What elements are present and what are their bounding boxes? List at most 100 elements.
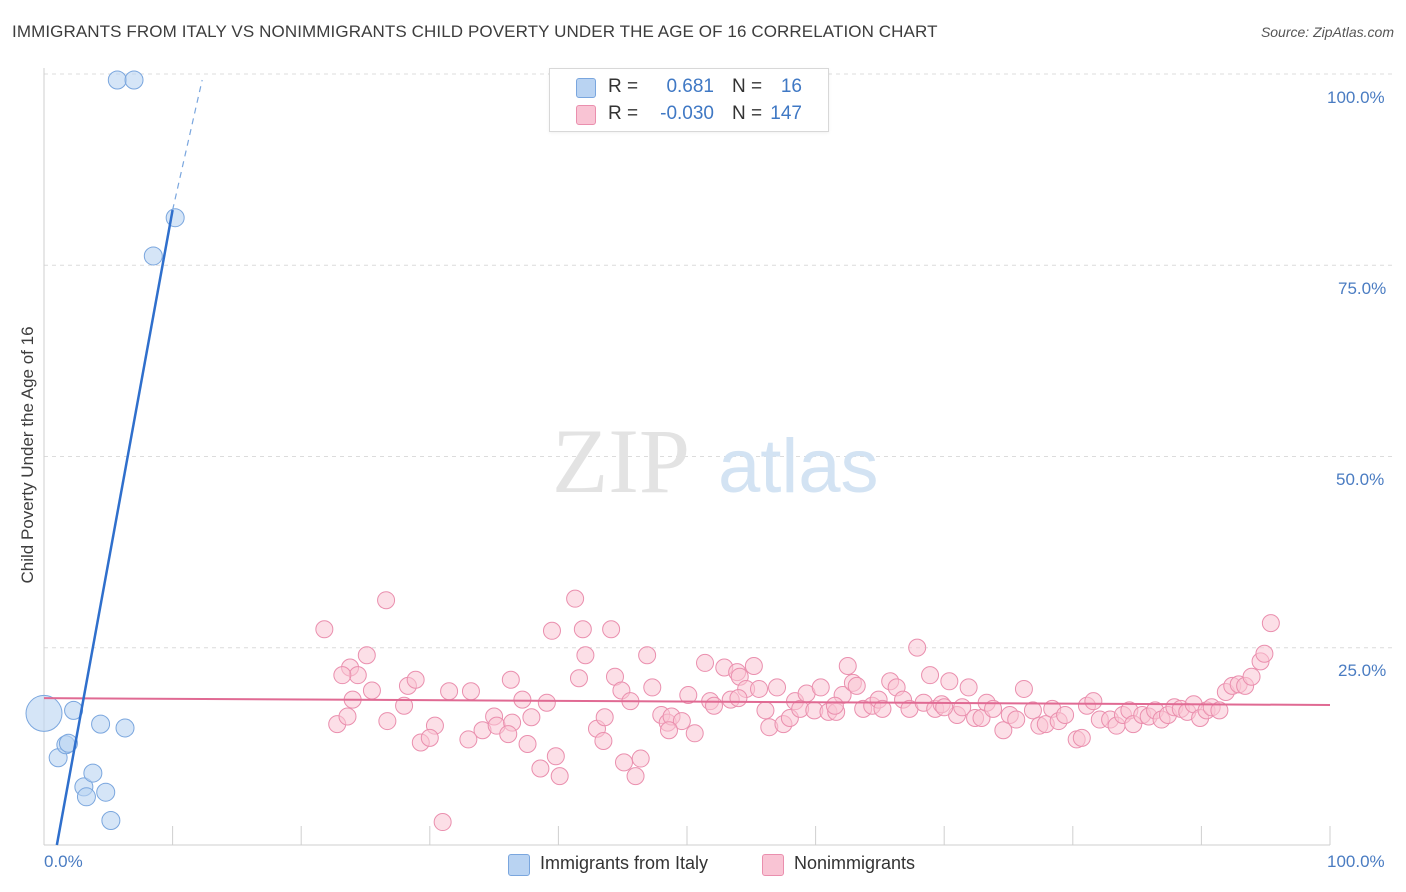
nonimmigrants-point <box>406 670 425 689</box>
nonimmigrants-point <box>659 721 678 740</box>
trendlines <box>43 79 1331 846</box>
legend-n-label: N = <box>732 103 763 124</box>
nonimmigrants-point <box>542 621 561 640</box>
nonimmigrants-point <box>672 712 691 731</box>
nonimmigrants-point <box>729 689 748 708</box>
nonimmigrants-point <box>626 767 645 786</box>
nonimmigrants-point <box>744 656 763 675</box>
nonimmigrants-point <box>537 693 556 712</box>
legend-n-value: 147 <box>770 103 802 124</box>
nonimmigrants-point <box>750 679 769 698</box>
watermark-atlas: atlas <box>718 424 879 509</box>
italy-point <box>143 246 163 266</box>
nonimmigrants-point <box>1014 679 1033 698</box>
nonimmigrants-point <box>921 666 940 685</box>
legend-row-nonimmigrants: R = -0.030 N = 147 <box>550 101 828 127</box>
nonimmigrants-point <box>501 670 520 689</box>
nonimmigrants-point <box>338 707 357 726</box>
nonimmigrants-point <box>1084 692 1103 711</box>
legend-n-label: N = <box>732 76 763 97</box>
nonimmigrants-point <box>595 708 614 727</box>
italy-trendline <box>55 209 174 846</box>
italy-point <box>96 782 116 802</box>
nonimmigrants-point <box>1242 667 1261 686</box>
nonimmigrants-point <box>377 591 396 610</box>
nonimmigrants-point <box>873 699 892 718</box>
nonimmigrants-point <box>811 678 830 697</box>
nonimmigrants-point <box>569 669 588 688</box>
nonimmigrants-point <box>348 666 367 685</box>
nonimmigrants-point <box>679 686 698 705</box>
italy-trendline-extension <box>172 79 203 211</box>
nonimmigrants-points <box>315 589 1280 832</box>
gridlines <box>44 73 1392 649</box>
nonimmigrants-point <box>631 749 650 768</box>
nonimmigrants-point <box>1261 614 1280 633</box>
legend-r-label: R = <box>608 76 639 97</box>
italy-point <box>76 787 96 807</box>
y-tick-75: 75.0% <box>1338 279 1387 298</box>
nonimmigrants-point <box>518 735 537 754</box>
nonimmigrants-point <box>1210 701 1229 720</box>
legend-n-value: 16 <box>780 76 802 97</box>
bottom-legend-swatch-blue <box>508 854 530 876</box>
nonimmigrants-point <box>459 730 478 749</box>
nonimmigrants-point <box>550 767 569 786</box>
italy-point <box>25 694 63 732</box>
italy-point <box>115 718 135 738</box>
y-tick-100: 100.0% <box>1327 88 1385 107</box>
nonimmigrants-point <box>705 696 724 715</box>
nonimmigrants-point <box>1056 705 1075 724</box>
nonimmigrants-point <box>756 701 775 720</box>
nonimmigrants-point <box>594 731 613 750</box>
bottom-legend-label-italy: Immigrants from Italy <box>540 853 709 873</box>
nonimmigrants-point <box>576 646 595 665</box>
legend-r-label: R = <box>608 103 639 124</box>
watermark-zip: ZIP <box>552 410 690 512</box>
nonimmigrants-point <box>1072 728 1091 747</box>
nonimmigrants-point <box>602 620 621 639</box>
nonimmigrants-point <box>908 638 927 657</box>
nonimmigrants-point <box>566 589 585 608</box>
y-tick-50: 50.0% <box>1336 470 1385 489</box>
nonimmigrants-point <box>531 759 550 778</box>
nonimmigrants-point <box>522 708 541 727</box>
nonimmigrants-point <box>768 678 787 697</box>
nonimmigrants-point <box>546 747 565 766</box>
legend-r-value: 0.681 <box>666 76 714 97</box>
y-tick-25: 25.0% <box>1338 661 1387 680</box>
nonimmigrants-point <box>847 676 866 695</box>
nonimmigrants-trendline <box>43 697 1331 707</box>
nonimmigrants-point <box>362 681 381 700</box>
nonimmigrants-point <box>696 653 715 672</box>
correlation-legend: R = 0.681 N = 16 R = -0.030 N = 147 <box>549 68 829 132</box>
italy-point <box>107 70 127 90</box>
nonimmigrants-point <box>461 682 480 701</box>
bottom-legend-swatch-pink <box>762 854 784 876</box>
watermark: ZIP atlas <box>552 410 879 512</box>
x-tick-left: 0.0% <box>44 852 83 871</box>
axes <box>43 68 1331 846</box>
italy-point <box>91 714 111 734</box>
nonimmigrants-point <box>994 721 1013 740</box>
italy-point <box>101 811 121 831</box>
legend-swatch-pink <box>576 105 596 125</box>
italy-point <box>83 763 103 783</box>
nonimmigrants-point <box>838 656 857 675</box>
nonimmigrants-point <box>499 725 518 744</box>
nonimmigrants-point <box>959 678 978 697</box>
nonimmigrants-point <box>333 666 352 685</box>
nonimmigrants-point <box>440 682 459 701</box>
nonimmigrants-point <box>420 728 439 747</box>
nonimmigrants-point <box>984 699 1003 718</box>
nonimmigrants-point <box>935 698 954 717</box>
bottom-legend-label-nonimmigrants: Nonimmigrants <box>794 853 916 873</box>
chart-title: IMMIGRANTS FROM ITALY VS NONIMMIGRANTS C… <box>12 22 938 41</box>
nonimmigrants-point <box>395 696 414 715</box>
legend-r-value: -0.030 <box>660 103 714 124</box>
nonimmigrants-point <box>638 646 657 665</box>
nonimmigrants-point <box>685 724 704 743</box>
nonimmigrants-point <box>433 813 452 832</box>
nonimmigrants-point <box>940 672 959 691</box>
